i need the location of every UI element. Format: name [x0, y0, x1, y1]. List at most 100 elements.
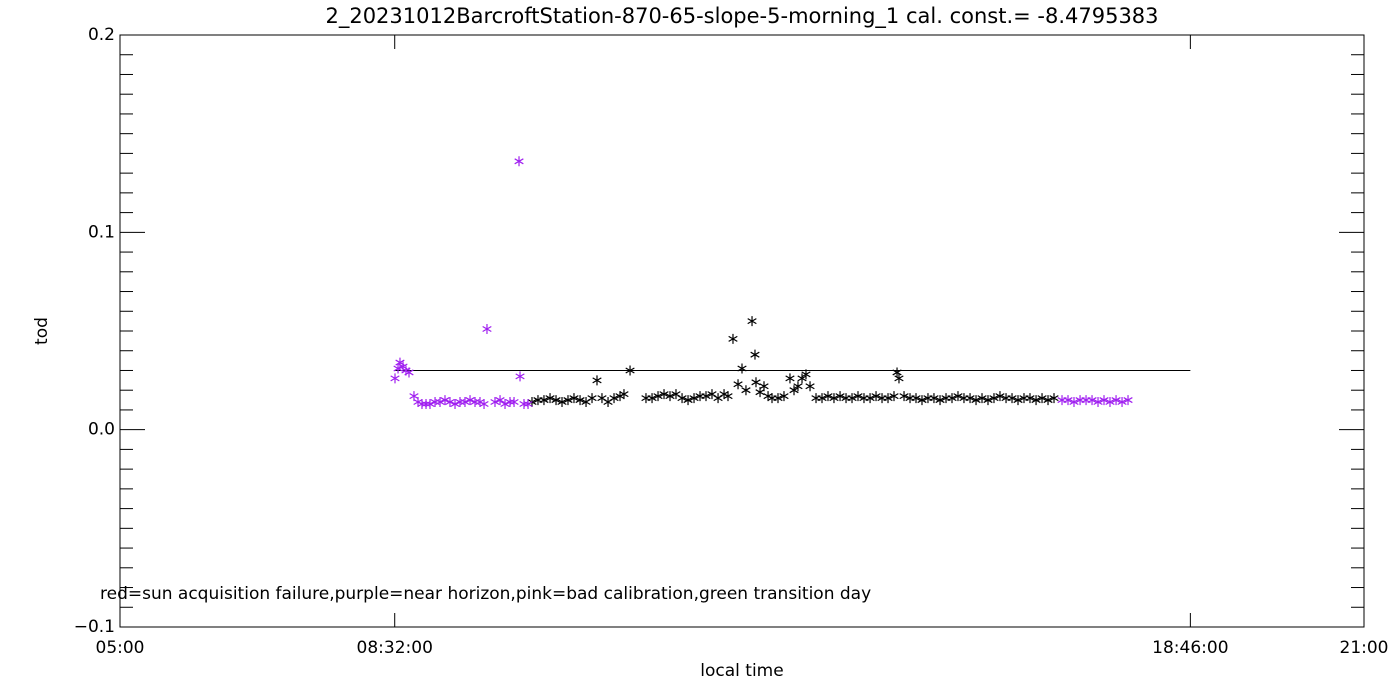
data-point	[495, 395, 505, 406]
data-point	[659, 389, 669, 400]
data-point	[747, 316, 757, 327]
data-point	[603, 397, 613, 408]
data-point	[935, 395, 945, 406]
data-point	[619, 389, 629, 400]
y-tick-label: −0.1	[74, 617, 115, 637]
data-point	[390, 373, 400, 384]
data-point	[911, 393, 921, 404]
data-point	[767, 393, 777, 404]
data-point	[490, 397, 500, 408]
data-point	[653, 391, 663, 402]
data-point	[983, 395, 993, 406]
data-point	[750, 349, 760, 360]
x-tick-label: 21:00	[1340, 638, 1389, 658]
data-point	[847, 393, 857, 404]
data-point	[829, 393, 839, 404]
data-point	[450, 399, 460, 410]
data-point	[465, 395, 475, 406]
data-point	[514, 156, 524, 167]
data-point	[1069, 397, 1079, 408]
chart-title: 2_20231012BarcroftStation-870-65-slope-5…	[325, 4, 1158, 29]
data-point	[509, 397, 519, 408]
data-point	[871, 391, 881, 402]
data-point	[551, 395, 561, 406]
data-point	[801, 369, 811, 380]
data-point	[835, 391, 845, 402]
data-point	[737, 363, 747, 374]
data-point	[683, 395, 693, 406]
data-point	[1049, 393, 1059, 404]
data-point	[641, 393, 651, 404]
data-point	[823, 391, 833, 402]
data-point	[917, 395, 927, 406]
data-point	[883, 393, 893, 404]
data-point	[563, 395, 573, 406]
data-point	[1063, 395, 1073, 406]
data-point	[445, 397, 455, 408]
data-point	[1057, 395, 1067, 406]
data-point	[894, 373, 904, 384]
data-point	[505, 397, 515, 408]
data-point	[421, 399, 431, 410]
data-point	[971, 395, 981, 406]
annotation: red=sun acquisition failure,purple=near …	[100, 584, 871, 604]
data-point	[575, 395, 585, 406]
data-point	[793, 381, 803, 392]
data-point	[713, 393, 723, 404]
data-point	[1025, 393, 1035, 404]
y-axis-label: tod	[32, 317, 52, 345]
data-point	[1037, 393, 1047, 404]
data-point	[977, 393, 987, 404]
data-point	[723, 391, 733, 402]
data-point	[1031, 395, 1041, 406]
data-point	[1093, 397, 1103, 408]
data-point	[523, 399, 533, 410]
data-point	[539, 395, 549, 406]
data-point	[677, 393, 687, 404]
data-point	[404, 367, 414, 378]
data-point	[1117, 397, 1127, 408]
x-axis-label: local time	[700, 661, 783, 681]
data-point	[609, 393, 619, 404]
data-point	[865, 393, 875, 404]
data-point	[947, 393, 957, 404]
y-tick-label: 0.1	[88, 222, 115, 242]
data-point	[647, 393, 657, 404]
data-point	[1007, 393, 1017, 404]
data-point	[853, 391, 863, 402]
data-point	[817, 393, 827, 404]
data-point	[592, 375, 602, 386]
data-point	[519, 399, 529, 410]
data-point	[1123, 395, 1133, 406]
data-point	[587, 393, 597, 404]
x-tick-label: 18:46:00	[1152, 638, 1228, 658]
data-point	[479, 399, 489, 410]
data-point	[460, 397, 470, 408]
data-point	[965, 393, 975, 404]
data-point	[929, 393, 939, 404]
data-point	[785, 373, 795, 384]
data-point	[515, 371, 525, 382]
data-point	[417, 399, 427, 410]
data-point	[689, 393, 699, 404]
data-point	[625, 365, 635, 376]
data-point	[425, 399, 435, 410]
data-point	[728, 333, 738, 344]
data-point	[393, 363, 403, 374]
data-point	[741, 385, 751, 396]
plot-frame	[119, 34, 1365, 628]
data-point	[953, 391, 963, 402]
x-tick-label: 05:00	[96, 638, 145, 658]
data-point	[989, 393, 999, 404]
data-point	[889, 391, 899, 402]
data-point	[899, 391, 909, 402]
x-tick-label: 08:32:00	[357, 638, 433, 658]
data-point	[597, 393, 607, 404]
data-point	[482, 324, 492, 335]
data-point	[773, 393, 783, 404]
data-point	[1081, 395, 1091, 406]
data-point	[1013, 395, 1023, 406]
data-point	[759, 381, 769, 392]
data-point	[733, 379, 743, 390]
